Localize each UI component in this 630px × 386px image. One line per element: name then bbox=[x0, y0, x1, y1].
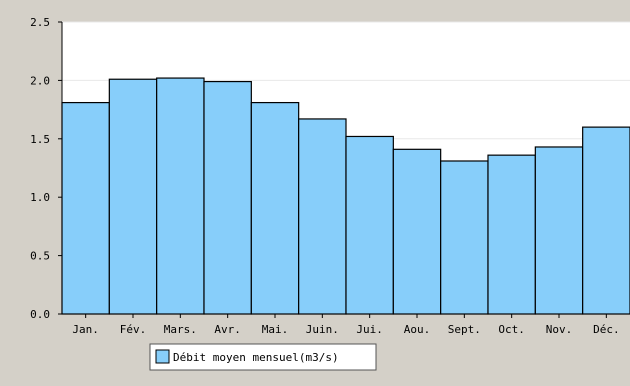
x-tick-label: Mai. bbox=[262, 323, 289, 336]
bar bbox=[582, 126, 630, 315]
bar bbox=[298, 118, 347, 315]
bar bbox=[392, 148, 442, 315]
y-tick-label: 0.0 bbox=[30, 308, 50, 321]
x-tick-label: Jan. bbox=[72, 323, 99, 336]
x-axis-ticks: Jan. Fév. Mars. Avr. Mai. Juin. Jui. Aou. Sept. O… bbox=[72, 314, 620, 336]
legend: Débit moyen mensuel(m3/s) bbox=[149, 343, 377, 371]
bar bbox=[440, 160, 489, 315]
x-tick-label: Juin. bbox=[306, 323, 339, 336]
y-tick-label: 1.0 bbox=[30, 191, 50, 204]
x-tick-label: Aou. bbox=[404, 323, 431, 336]
y-tick-label: 1.5 bbox=[30, 133, 50, 146]
x-tick-label: Avr. bbox=[214, 323, 241, 336]
legend-label: Débit moyen mensuel(m3/s) bbox=[173, 351, 339, 364]
x-tick-label: Jui. bbox=[356, 323, 383, 336]
x-tick-label: Mars. bbox=[164, 323, 197, 336]
y-tick-label: 2.5 bbox=[30, 16, 50, 29]
bar bbox=[203, 80, 252, 315]
y-axis-ticks: 0.0 0.5 1.0 1.5 2.0 2.5 bbox=[30, 16, 62, 321]
bar bbox=[250, 101, 300, 315]
bar bbox=[61, 101, 110, 315]
bar bbox=[345, 135, 394, 315]
x-tick-label: Sept. bbox=[448, 323, 481, 336]
legend-swatch bbox=[155, 349, 170, 364]
bar bbox=[108, 78, 158, 315]
x-tick-label: Déc. bbox=[593, 323, 620, 336]
y-tick-label: 0.5 bbox=[30, 250, 50, 263]
bar bbox=[487, 154, 536, 315]
legend-box bbox=[149, 343, 377, 371]
bar bbox=[534, 146, 584, 315]
x-tick-label: Oct. bbox=[498, 323, 525, 336]
x-tick-label: Fév. bbox=[120, 323, 147, 336]
bar bbox=[156, 77, 205, 315]
x-tick-label: Nov. bbox=[546, 323, 573, 336]
y-tick-label: 2.0 bbox=[30, 74, 50, 87]
bars bbox=[61, 77, 630, 315]
